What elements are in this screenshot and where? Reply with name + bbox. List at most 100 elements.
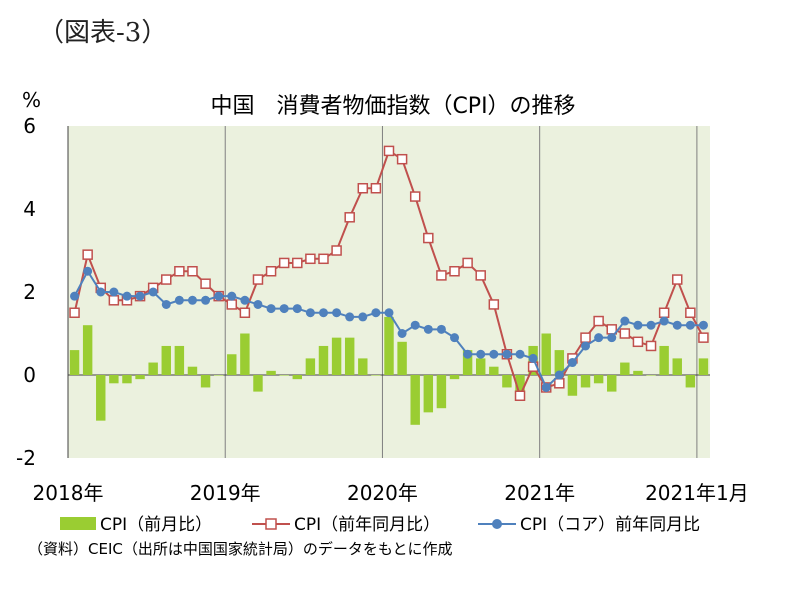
bar-mom <box>449 375 460 380</box>
bar-mom <box>698 358 709 375</box>
bar-mom <box>672 358 682 375</box>
point-core-yoy <box>214 291 224 301</box>
point-cpi-yoy <box>698 332 709 343</box>
bar-mom <box>253 375 263 392</box>
point-cpi-yoy <box>423 232 434 244</box>
point-cpi-yoy <box>554 378 565 389</box>
point-cpi-yoy <box>108 295 120 306</box>
point-cpi-yoy <box>449 266 460 277</box>
y-tick-label: -2 <box>16 446 36 470</box>
bar-mom <box>96 375 106 421</box>
x-tick-label: 2019年 <box>190 481 261 505</box>
bar-mom <box>135 375 145 380</box>
bar-mom <box>200 375 211 388</box>
point-core-yoy <box>201 295 211 305</box>
point-core-yoy <box>607 333 617 343</box>
point-cpi-yoy <box>658 307 670 318</box>
point-cpi-yoy <box>278 257 290 269</box>
legend-label-core: CPI（コア）前年同月比 <box>520 515 700 535</box>
point-cpi-yoy <box>619 328 631 339</box>
point-cpi-yoy <box>69 307 80 318</box>
point-cpi-yoy <box>200 278 211 289</box>
legend-label-mom: CPI（前月比） <box>100 515 212 535</box>
point-cpi-yoy <box>580 332 591 343</box>
point-cpi-yoy <box>292 257 303 269</box>
bar-mom <box>502 375 512 388</box>
point-core-yoy <box>423 324 433 334</box>
point-cpi-yoy <box>305 253 316 265</box>
bar-mom <box>344 337 355 375</box>
point-cpi-yoy <box>161 274 172 285</box>
point-core-yoy <box>659 316 669 326</box>
plot-area <box>68 126 710 458</box>
point-cpi-yoy <box>174 266 185 277</box>
y-tick-label: 0 <box>23 363 36 387</box>
point-cpi-yoy <box>82 249 93 260</box>
bar-mom <box>292 375 303 380</box>
bar-mom <box>227 354 237 375</box>
point-core-yoy <box>594 333 604 343</box>
legend-marker-cpi <box>265 518 277 530</box>
point-core-yoy <box>318 308 328 318</box>
bar-mom <box>266 370 276 375</box>
point-cpi-yoy <box>593 315 604 327</box>
y-tick-label: 2 <box>23 280 36 304</box>
point-core-yoy <box>463 349 473 359</box>
bar-mom <box>279 375 289 376</box>
bar-mom <box>213 375 224 376</box>
point-core-yoy <box>345 312 355 322</box>
point-core-yoy <box>187 295 197 305</box>
point-core-yoy <box>450 333 460 343</box>
point-cpi-yoy <box>383 145 395 157</box>
bar-mom <box>607 375 617 392</box>
point-core-yoy <box>122 291 132 301</box>
bar-mom <box>305 358 316 375</box>
point-cpi-yoy <box>645 340 657 352</box>
point-core-yoy <box>515 349 525 359</box>
bar-mom <box>187 366 198 375</box>
bar-mom <box>371 375 381 376</box>
bar-mom <box>659 345 669 375</box>
point-core-yoy <box>698 320 708 330</box>
point-cpi-yoy <box>357 183 369 194</box>
point-cpi-yoy <box>318 253 329 265</box>
x-tick-label: 2018年 <box>33 481 104 505</box>
bar-mom <box>240 333 250 375</box>
point-core-yoy <box>620 316 630 326</box>
point-core-yoy <box>279 304 289 314</box>
bar-mom <box>633 370 643 375</box>
point-core-yoy <box>384 308 394 318</box>
point-cpi-yoy <box>396 153 408 165</box>
bar-mom <box>318 345 329 375</box>
bar-mom <box>620 362 630 375</box>
point-core-yoy <box>161 299 171 309</box>
bar-mom <box>384 316 394 375</box>
bar-mom <box>593 375 604 384</box>
point-core-yoy <box>436 324 446 334</box>
point-core-yoy <box>109 287 119 297</box>
point-cpi-yoy <box>514 390 526 401</box>
bar-mom <box>174 345 185 375</box>
point-core-yoy <box>332 308 342 318</box>
point-core-yoy <box>528 353 538 363</box>
bar-mom <box>489 366 499 375</box>
bar-mom <box>82 325 93 375</box>
bar-mom <box>122 375 132 384</box>
bar-mom <box>475 358 486 375</box>
point-core-yoy <box>227 291 237 301</box>
bar-mom <box>462 350 473 375</box>
figure-label: （図表-3） <box>38 18 168 48</box>
x-tick-label: 2021年1月 <box>645 481 749 505</box>
bar-mom <box>541 333 551 375</box>
point-core-yoy <box>371 308 381 318</box>
point-cpi-yoy <box>187 266 198 277</box>
point-core-yoy <box>567 358 577 368</box>
point-cpi-yoy <box>331 245 342 256</box>
bar-mom <box>646 375 656 376</box>
bar-mom <box>410 375 420 425</box>
bar-mom <box>436 375 447 409</box>
bar-mom <box>685 375 696 388</box>
bar-mom <box>515 375 525 396</box>
point-core-yoy <box>358 312 368 322</box>
point-cpi-yoy <box>436 270 447 281</box>
